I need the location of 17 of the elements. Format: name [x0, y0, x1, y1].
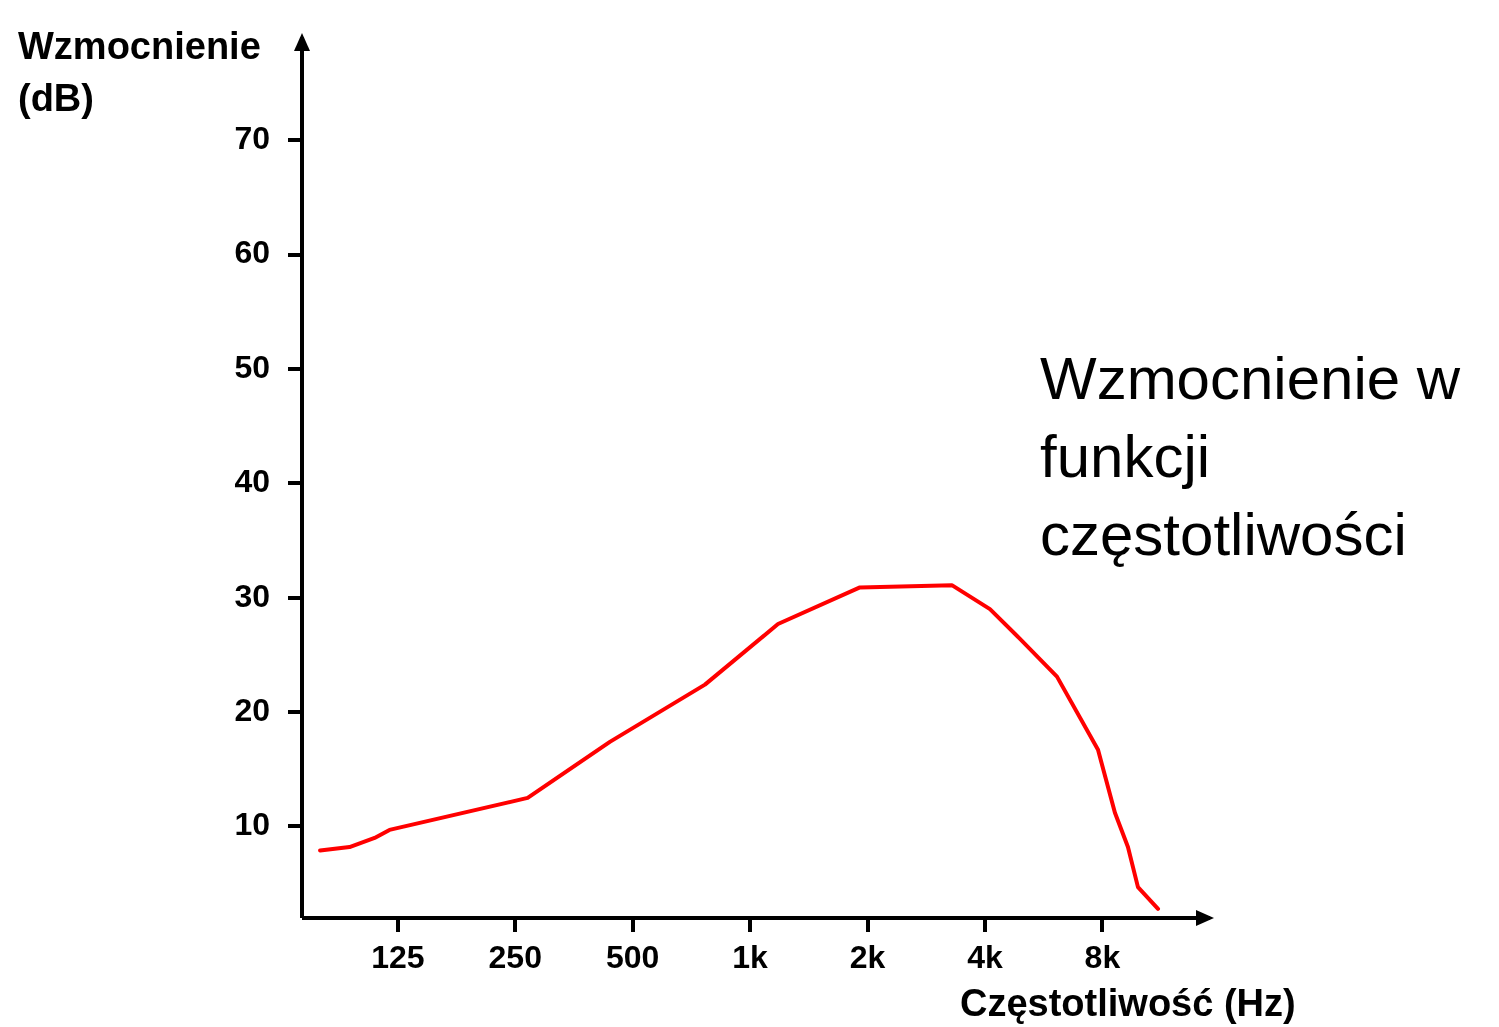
y-tick-label: 60	[234, 234, 270, 271]
y-tick-label: 40	[234, 463, 270, 500]
x-tick-label: 2k	[849, 939, 886, 976]
x-tick-label: 4k	[967, 939, 1003, 976]
y-axis-title: Wzmocnienie (dB)	[18, 25, 261, 119]
x-tick-label: 250	[488, 939, 542, 976]
y-tick-label: 10	[234, 806, 270, 843]
x-axis-title: Częstotliwość (Hz)	[960, 982, 1296, 1025]
y-tick-label: 30	[234, 577, 270, 614]
x-tick-label: 1k	[732, 939, 769, 976]
annotation: Wzmocnienie w funkcji częstotliwości	[1040, 344, 1462, 570]
x-tick-label: 8k	[1084, 939, 1121, 976]
y-tick-label: 20	[234, 691, 270, 728]
x-tick-label: 500	[605, 939, 660, 976]
x-tick-label: 125	[371, 939, 425, 976]
y-tick-label: 50	[234, 348, 270, 385]
y-tick-label: 70	[234, 119, 270, 156]
